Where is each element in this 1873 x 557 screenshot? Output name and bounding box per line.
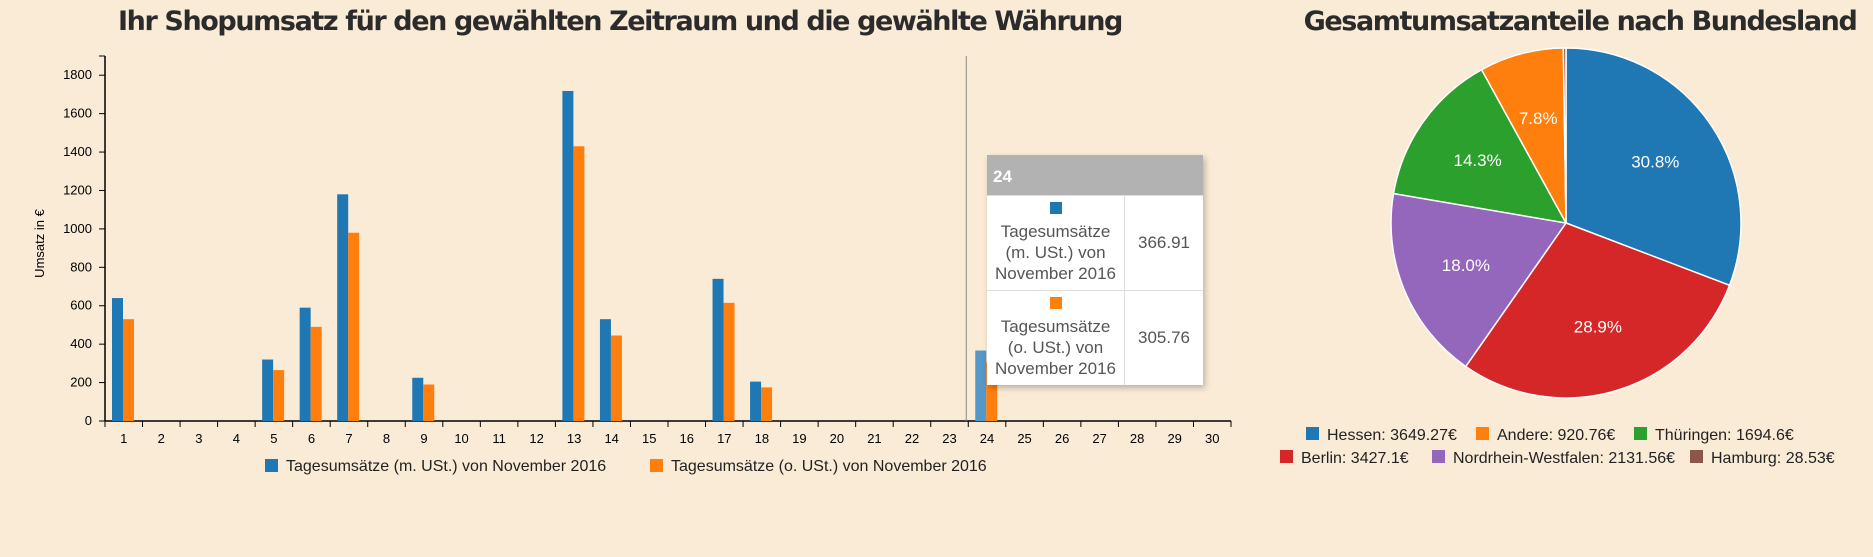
legend-swatch-icon[interactable] [1280,450,1293,463]
bar-chart[interactable]: 0 200 400 600 800 1000 1200 1400 1600 1800 Umsatz … [0,0,1240,557]
legend-swatch-icon[interactable] [1634,427,1647,440]
x-tick-label: 18 [755,431,769,446]
x-tick-label: 10 [454,431,468,446]
y-tick-label: 0 [85,413,92,428]
legend-swatch-icon[interactable] [265,459,278,472]
x-tick-label: 14 [604,431,618,446]
x-tick-label: 19 [792,431,806,446]
legend-swatch-icon[interactable] [650,459,663,472]
bar[interactable] [610,335,622,421]
y-tick-label: 800 [70,259,92,274]
tooltip-category: 24 [987,155,1203,195]
legend-item-label[interactable]: Tagesumsätze (m. USt.) von November 2016 [286,458,606,475]
y-tick-label: 1400 [63,144,92,159]
pie-chart-title: Gesamtumsatzanteile nach Bundesland [1303,6,1858,37]
x-tick-label: 7 [345,431,352,446]
x-tick-label: 30 [1205,431,1219,446]
y-tick-label: 400 [70,336,92,351]
y-tick-label: 600 [70,298,92,313]
pie-slice[interactable] [1562,47,1567,224]
x-tick-label: 17 [717,431,731,446]
pie-slice[interactable] [1464,222,1731,399]
bar[interactable] [986,362,998,421]
bar[interactable] [123,319,134,421]
x-tick-label: 11 [492,431,506,446]
tooltip-swatch-icon [1049,297,1062,309]
bar[interactable] [412,377,424,421]
y-axis-label: Umsatz in € [32,208,47,277]
tooltip-value: 366.91 [1124,195,1203,291]
legend-item-label[interactable]: Thüringen: 1694.6€ [1655,427,1794,444]
x-tick-label: 20 [830,431,844,446]
bar[interactable] [975,350,987,421]
bar[interactable] [262,359,274,421]
tooltip-row: Tagesumsätze (m. USt.) von November 2016… [987,195,1203,291]
tooltip-table: Tagesumsätze (m. USt.) von November 2016… [987,195,1203,385]
x-tick-label: 29 [1167,431,1181,446]
y-tick-label: 200 [70,375,92,390]
pie-slice[interactable] [1565,47,1742,287]
legend-item-label[interactable]: Hessen: 3649.27€ [1327,427,1457,444]
bar[interactable] [723,302,735,421]
legend-item-label[interactable]: Tagesumsätze (o. USt.) von November 2016 [671,458,987,475]
tooltip-series-name: Tagesumsätze (m. USt.) von November 2016 [995,222,1116,283]
legend-swatch-icon[interactable] [1306,427,1319,440]
legend-item-label[interactable]: Hamburg: 28.53€ [1711,450,1835,467]
tooltip-row: Tagesumsätze (o. USt.) von November 2016… [987,290,1203,385]
bar[interactable] [599,319,611,421]
bar[interactable] [310,326,322,421]
bar[interactable] [423,384,435,422]
x-tick-label: 28 [1130,431,1144,446]
x-tick-label: 25 [1017,431,1031,446]
legend-item-label[interactable]: Nordrhein-Westfalen: 2131.56€ [1453,450,1675,467]
legend-swatch-icon[interactable] [1476,427,1489,440]
x-tick-label: 5 [270,431,277,446]
x-tick-label: 3 [195,431,202,446]
legend-item-label[interactable]: Berlin: 3427.1€ [1301,450,1409,467]
x-tick-label: 13 [567,431,581,446]
x-tick-label: 23 [942,431,956,446]
y-tick-label: 1600 [63,106,92,121]
tooltip-series-cell: Tagesumsätze (m. USt.) von November 2016 [987,195,1125,291]
bar[interactable] [712,278,724,421]
x-tick-label: 8 [383,431,390,446]
x-tick-label: 22 [905,431,919,446]
tooltip-series-name: Tagesumsätze (o. USt.) von November 2016 [995,317,1116,378]
bar[interactable] [273,370,285,421]
x-tick-label: 1 [120,431,127,446]
legend-swatch-icon[interactable] [1432,450,1445,463]
x-tick-label: 2 [158,431,165,446]
bar[interactable] [299,307,311,421]
y-tick-label: 1800 [63,67,92,82]
y-tick-label: 1000 [63,221,92,236]
tooltip-series-cell: Tagesumsätze (o. USt.) von November 2016 [987,290,1125,385]
pie-slice[interactable] [1392,68,1568,225]
bar-tooltip: 24 Tagesumsätze (m. USt.) von November 2… [987,155,1203,385]
legend-swatch-icon[interactable] [1690,450,1703,463]
x-tick-label: 15 [642,431,656,446]
tooltip-value: 305.76 [1124,290,1203,385]
bar[interactable] [573,146,585,421]
x-tick-label: 4 [233,431,240,446]
x-tick-label: 12 [529,431,543,446]
x-tick-label: 26 [1055,431,1069,446]
x-tick-label: 6 [308,431,315,446]
bar[interactable] [112,298,123,421]
x-tick-label: 16 [680,431,694,446]
x-tick-label: 21 [867,431,881,446]
tooltip-swatch-icon [1049,202,1062,214]
bar[interactable] [348,232,360,421]
bar[interactable] [562,90,574,421]
x-tick-label: 27 [1092,431,1106,446]
legend-item-label[interactable]: Andere: 920.76€ [1497,427,1615,444]
x-tick-label: 24 [980,431,994,446]
bar-chart-title: Ihr Shopumsatz für den gewählten Zeitrau… [118,6,1123,37]
x-tick-label: 9 [420,431,427,446]
bar[interactable] [761,387,773,421]
y-tick-label: 1200 [63,182,92,197]
bar[interactable] [750,381,762,421]
pie-slice[interactable] [1390,192,1568,368]
bar[interactable] [337,194,349,421]
